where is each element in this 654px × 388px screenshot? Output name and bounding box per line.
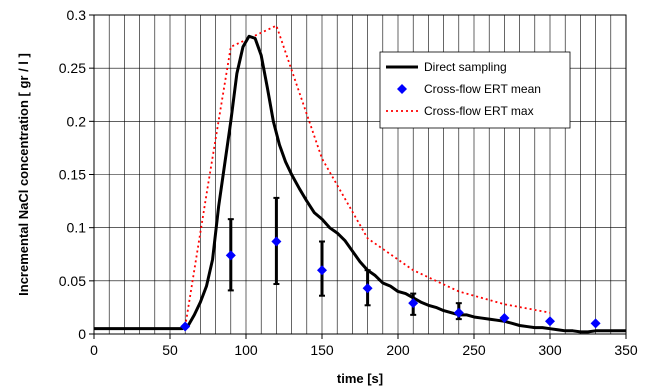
data-point-ert-mean xyxy=(590,318,601,329)
y-tick-label: 0.3 xyxy=(67,7,87,23)
series-line-ert-max xyxy=(184,24,551,327)
x-tick-label: 150 xyxy=(310,342,334,358)
data-point-ert-mean xyxy=(453,307,464,318)
y-tick-label: 0.25 xyxy=(59,60,86,76)
data-point-ert-mean xyxy=(362,283,373,294)
series-layer xyxy=(94,24,626,334)
legend-swatch-ert-mean xyxy=(397,84,407,94)
x-tick-label: 200 xyxy=(386,342,410,358)
legend-box xyxy=(379,51,571,129)
data-point-ert-mean xyxy=(180,321,191,332)
x-tick-label: 350 xyxy=(614,342,638,358)
tick-labels: 0 50 100 150 200 250 300 350 0 0.05 0.1 0.15 0.2 0.25… xyxy=(59,7,638,358)
x-tick-label: 250 xyxy=(462,342,486,358)
y-tick-label: 0.15 xyxy=(59,167,86,183)
y-tick-label: 0.05 xyxy=(59,273,86,289)
legend-label-ert-max: Cross-flow ERT max xyxy=(424,104,534,118)
data-point-ert-mean xyxy=(545,316,555,327)
data-point-ert-mean xyxy=(408,298,419,309)
data-point-ert-mean xyxy=(499,313,510,324)
y-tick-label: 0.1 xyxy=(67,220,87,236)
legend-label-ert-mean: Cross-flow ERT mean xyxy=(424,82,541,96)
y-tick-label: 0 xyxy=(78,326,86,342)
x-tick-label: 100 xyxy=(234,342,258,358)
legend-label-direct-sampling: Direct sampling xyxy=(424,60,507,74)
data-point-ert-mean xyxy=(225,250,236,261)
x-tick-label: 300 xyxy=(538,342,562,358)
series-line-direct-sampling xyxy=(94,34,626,334)
x-tick-label: 50 xyxy=(162,342,178,358)
x-tick-label: 0 xyxy=(90,342,98,358)
legend: Direct sampling Cross-flow ERT mean Cros… xyxy=(379,51,571,129)
y-tick-label: 0.2 xyxy=(67,113,87,129)
data-point-ert-mean xyxy=(317,265,327,276)
x-axis-title: time [s] xyxy=(337,371,383,386)
y-axis-title: Incremental NaCl concentration [ gr / l … xyxy=(16,53,31,296)
data-point-ert-mean xyxy=(271,236,282,247)
